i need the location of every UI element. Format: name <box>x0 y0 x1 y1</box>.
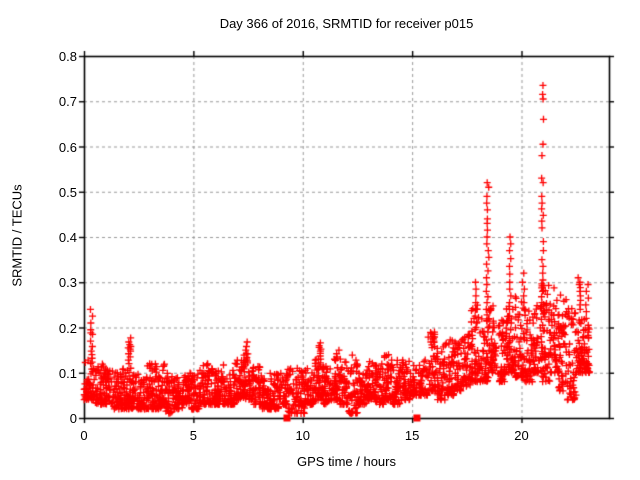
chart-title: Day 366 of 2016, SRMTID for receiver p01… <box>219 16 474 31</box>
x-axis-label: GPS time / hours <box>297 454 396 469</box>
y-tick-label: 0.6 <box>58 139 77 155</box>
y-tick-label: 0.4 <box>58 230 77 245</box>
y-tick-label: 0.2 <box>58 320 77 336</box>
y-tick-label: 0.3 <box>58 275 77 291</box>
x-tick-label: 20 <box>514 428 529 443</box>
x-tick-label: 0 <box>80 428 88 443</box>
y-tick-label: 0.8 <box>58 49 77 64</box>
y-tick-label: 0.5 <box>58 184 77 200</box>
x-tick-label: 5 <box>189 428 197 443</box>
y-tick-label: 0.7 <box>58 94 77 110</box>
x-tick-label: 15 <box>404 428 420 443</box>
y-tick-label: 0.1 <box>58 365 77 381</box>
y-tick-label: 0 <box>69 411 77 426</box>
y-axis-label: SRMTID / TECUs <box>9 184 25 287</box>
x-tick-label: 10 <box>295 428 310 443</box>
